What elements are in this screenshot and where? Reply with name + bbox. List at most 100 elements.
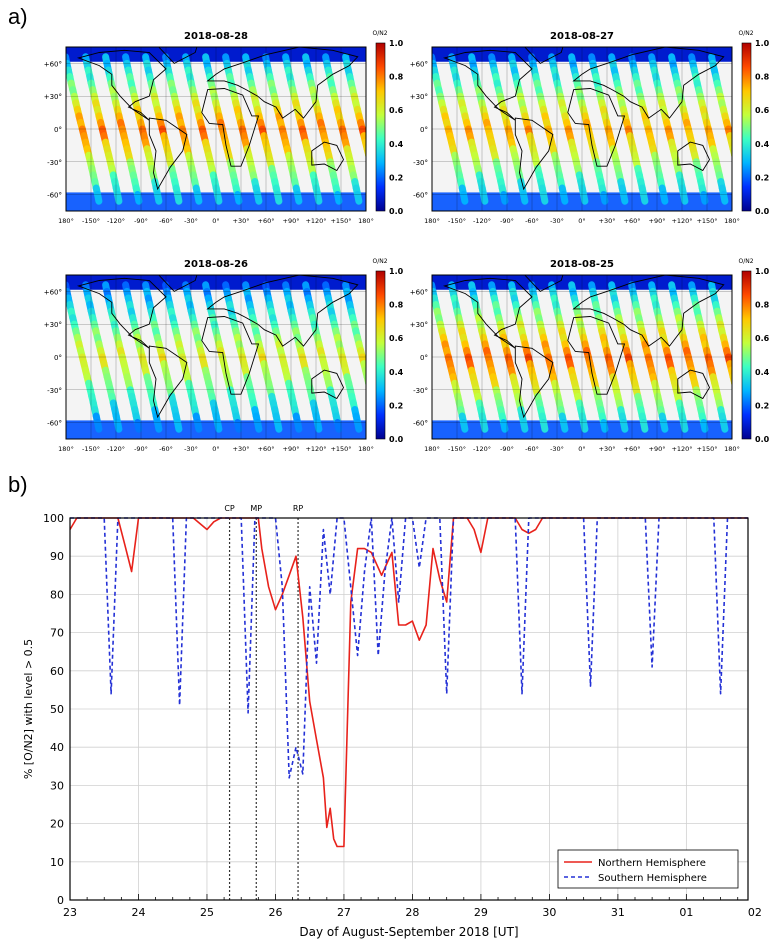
continent-outline <box>148 345 188 419</box>
orbit-swath-segment <box>500 419 509 433</box>
map-xtick-label: -120° <box>473 445 491 453</box>
y-tick-label: 80 <box>50 588 64 601</box>
map-swaths <box>66 275 375 439</box>
orbit-swath-segment <box>680 191 689 205</box>
orbit-swath-segment <box>294 191 303 205</box>
orbit-swath-segment <box>254 419 263 433</box>
map-ytick-label: -60° <box>47 420 62 428</box>
map-xtick-label: +30° <box>599 217 616 225</box>
orbit-swath-segment <box>94 419 103 433</box>
map-ytick-label: -60° <box>47 192 62 200</box>
continent-outline <box>572 275 725 347</box>
orbit-swath-segment <box>354 191 363 205</box>
colorbar-tick-label: 1.0 <box>389 39 404 48</box>
map-frame <box>431 274 733 440</box>
colorbar-tick-label: 0.4 <box>755 368 770 377</box>
plot-frame <box>69 517 749 901</box>
event-label-mp: MP <box>250 504 262 513</box>
orbit-swath-segment <box>373 175 375 182</box>
orbit-swath-segment <box>620 419 629 433</box>
map-ytick-label: -30° <box>47 387 62 395</box>
map-xtick-label: +120° <box>671 217 692 225</box>
y-tick-label: 100 <box>43 512 64 525</box>
map-xtick-label: -90° <box>500 445 514 453</box>
colorbar-tick-label: 0.8 <box>755 73 770 82</box>
colorbar-tick-label: 0.2 <box>755 401 769 410</box>
orbit-swath-segment <box>680 419 689 433</box>
x-tick-label: 28 <box>405 906 419 919</box>
orbit-swath-segment <box>736 162 738 169</box>
orbit-swath-segment <box>354 419 363 433</box>
map-ytick-label: +30° <box>44 93 62 101</box>
orbit-swath-segment <box>720 419 729 433</box>
map-ytick-label: +30° <box>410 321 428 329</box>
colorbar-tick-label: 0.0 <box>389 207 404 216</box>
orbit-swath-segment <box>738 168 740 175</box>
orbit-swath-segment <box>600 419 609 433</box>
orbit-swath-segment <box>274 191 283 205</box>
orbit-swath-segment <box>739 175 741 182</box>
legend: Northern Hemisphere Southern Hemisphere <box>557 849 739 889</box>
map-xtick-label: +30° <box>233 445 250 453</box>
continent-outline <box>524 275 564 292</box>
orbit-swath-segment <box>700 419 709 433</box>
colorbar-tick-label: 0.4 <box>755 140 770 149</box>
orbit-swath-segment <box>731 381 732 387</box>
orbit-swath-segment <box>731 153 732 159</box>
orbit-swath-segment <box>480 191 489 205</box>
orbit-swath-segment <box>334 419 343 433</box>
map-title: 2018-08-26 <box>184 259 248 270</box>
map-xtick-label: +120° <box>671 445 692 453</box>
legend-entry-southern: Southern Hemisphere <box>598 873 707 884</box>
colorbar <box>741 42 752 212</box>
orbit-swath-segment <box>174 191 183 205</box>
map-xtick-label: -90° <box>134 445 148 453</box>
colorbar-tick-label: 0.8 <box>389 301 404 310</box>
continent-outline <box>514 345 554 419</box>
orbit-swath-segment <box>294 419 303 433</box>
y-tick-label: 20 <box>50 818 64 831</box>
y-tick-label: 70 <box>50 627 64 640</box>
map-ytick-label: +60° <box>410 288 428 296</box>
orbit-swath-segment <box>334 191 343 205</box>
map-xtick-label: 0° <box>578 445 585 453</box>
map-xtick-label: -150° <box>448 217 466 225</box>
orbit-swath-segment <box>134 191 143 205</box>
colorbar-tick-label: 1.0 <box>755 267 770 276</box>
x-tick-label: 30 <box>542 906 556 919</box>
x-tick-label: 01 <box>679 906 693 919</box>
continent-outline <box>206 275 359 347</box>
orbit-swath-segment <box>214 191 223 205</box>
map-ytick-label: +30° <box>410 93 428 101</box>
orbit-swath-segment <box>729 373 732 386</box>
map-xtick-label: 0° <box>578 217 585 225</box>
colorbar-label: O/N2 <box>738 30 753 37</box>
map-panel-4: 2018-08-25 +60° +30° 0° -30° -60° 180° -150° -12… <box>410 258 770 453</box>
colorbar <box>375 42 386 212</box>
map-xtick-label: -150° <box>82 217 100 225</box>
map-xtick-label: +90° <box>649 445 666 453</box>
colorbar-tick-label: 0.6 <box>389 106 404 115</box>
orbit-swath-segment <box>134 419 143 433</box>
continent-outline <box>677 141 711 172</box>
orbit-swath-segment <box>214 419 223 433</box>
continent-outline <box>148 117 188 191</box>
map-xtick-label: +150° <box>696 217 717 225</box>
colorbar-tick-label: 0.4 <box>389 368 404 377</box>
orbit-swath-segment <box>154 419 163 433</box>
map-xtick-label: -150° <box>448 445 466 453</box>
continent-outline <box>514 117 554 191</box>
panel-a-label: a) <box>8 4 28 29</box>
colorbar-tick-label: 0.0 <box>755 435 770 444</box>
event-label-cp: CP <box>224 504 235 513</box>
colorbar-tick-label: 0.4 <box>389 140 404 149</box>
map-xtick-label: -60° <box>525 217 539 225</box>
map-xtick-label: +90° <box>283 217 300 225</box>
continent-outline <box>311 141 345 172</box>
map-ytick-label: -30° <box>413 159 428 167</box>
orbit-swath-segment <box>373 403 375 410</box>
x-tick-label: 31 <box>611 906 625 919</box>
map-ytick-label: -60° <box>413 192 428 200</box>
map-xtick-label: +150° <box>330 217 351 225</box>
map-ytick-label: 0° <box>420 354 428 362</box>
